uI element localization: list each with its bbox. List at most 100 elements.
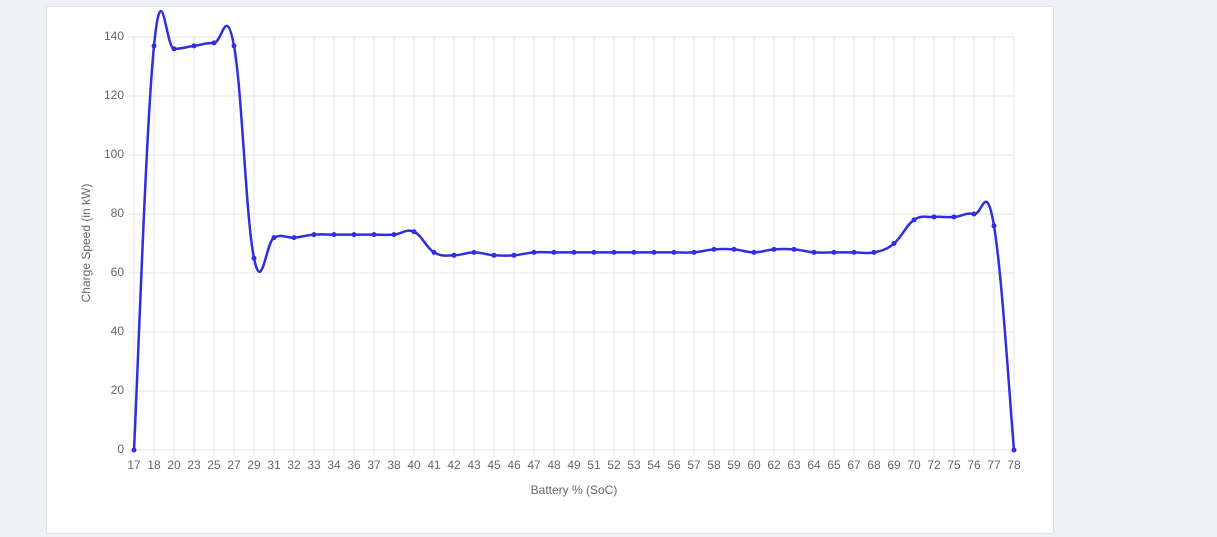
y-tick-label: 100 <box>104 147 124 161</box>
data-point <box>871 249 877 255</box>
x-tick-label: 60 <box>747 458 761 472</box>
x-tick-label: 49 <box>567 458 581 472</box>
data-point <box>811 249 817 255</box>
data-point <box>971 211 977 217</box>
data-point <box>171 46 177 52</box>
x-tick-label: 17 <box>127 458 141 472</box>
y-tick-label: 140 <box>104 29 124 43</box>
x-tick-label: 78 <box>1007 458 1021 472</box>
x-tick-label: 76 <box>967 458 981 472</box>
data-point <box>911 217 917 223</box>
data-point <box>391 232 397 238</box>
x-tick-label: 51 <box>587 458 601 472</box>
data-point <box>271 235 277 241</box>
x-tick-label: 47 <box>527 458 541 472</box>
data-point <box>371 232 377 238</box>
data-point <box>991 223 997 229</box>
y-axis-title: Charge Speed (in kW) <box>79 184 93 303</box>
data-point <box>451 252 457 258</box>
x-tick-label: 27 <box>227 458 241 472</box>
x-tick-label: 41 <box>427 458 441 472</box>
data-point <box>491 252 497 258</box>
x-axis-title: Battery % (SoC) <box>531 483 618 497</box>
data-point <box>351 232 357 238</box>
data-point <box>231 43 237 49</box>
data-point <box>431 249 437 255</box>
data-point <box>251 255 257 261</box>
x-tick-label: 77 <box>987 458 1001 472</box>
data-point <box>751 249 757 255</box>
data-point <box>511 252 517 258</box>
data-point <box>791 246 797 252</box>
x-tick-label: 70 <box>907 458 921 472</box>
data-point <box>1011 447 1017 453</box>
x-tick-label: 29 <box>247 458 261 472</box>
y-tick-label: 120 <box>104 88 124 102</box>
data-point <box>771 246 777 252</box>
data-point <box>531 249 537 255</box>
data-point <box>571 249 577 255</box>
x-tick-label: 46 <box>507 458 521 472</box>
x-tick-label: 37 <box>367 458 381 472</box>
x-tick-label: 20 <box>167 458 181 472</box>
data-point <box>331 232 337 238</box>
data-point <box>731 246 737 252</box>
x-tick-label: 65 <box>827 458 841 472</box>
x-tick-label: 38 <box>387 458 401 472</box>
data-point <box>631 249 637 255</box>
y-tick-label: 80 <box>111 206 125 220</box>
x-tick-label: 63 <box>787 458 801 472</box>
x-tick-label: 36 <box>347 458 361 472</box>
data-point <box>851 249 857 255</box>
x-tick-label: 32 <box>287 458 301 472</box>
x-tick-label: 42 <box>447 458 461 472</box>
data-point <box>671 249 677 255</box>
x-tick-label: 31 <box>267 458 281 472</box>
x-tick-label: 33 <box>307 458 321 472</box>
y-tick-label: 20 <box>111 383 125 397</box>
data-point <box>411 229 417 235</box>
x-tick-label: 67 <box>847 458 861 472</box>
x-tick-label: 18 <box>147 458 161 472</box>
data-point <box>891 241 897 246</box>
x-tick-label: 53 <box>627 458 641 472</box>
x-tick-label: 43 <box>467 458 481 472</box>
x-tick-label: 62 <box>767 458 781 472</box>
x-tick-label: 52 <box>607 458 621 472</box>
x-tick-label: 64 <box>807 458 821 472</box>
data-point <box>691 249 697 255</box>
x-tick-label: 68 <box>867 458 881 472</box>
data-point <box>591 249 597 255</box>
data-point <box>611 249 617 255</box>
x-tick-label: 23 <box>187 458 201 472</box>
x-tick-label: 34 <box>327 458 341 472</box>
data-point <box>551 249 557 255</box>
x-tick-label: 58 <box>707 458 721 472</box>
data-point <box>651 249 657 255</box>
x-tick-label: 45 <box>487 458 501 472</box>
x-tick-label: 59 <box>727 458 741 472</box>
data-point <box>711 246 717 252</box>
data-point <box>931 214 937 220</box>
x-tick-label: 40 <box>407 458 421 472</box>
x-tick-label: 75 <box>947 458 961 472</box>
data-point <box>831 249 837 255</box>
data-point <box>151 43 157 49</box>
x-tick-label: 72 <box>927 458 941 472</box>
data-point <box>291 235 297 241</box>
data-point <box>311 232 317 238</box>
data-point <box>211 40 217 46</box>
x-tick-label: 25 <box>207 458 221 472</box>
x-tick-label: 48 <box>547 458 561 472</box>
x-tick-label: 56 <box>667 458 681 472</box>
x-tick-label: 57 <box>687 458 701 472</box>
data-point <box>951 214 957 220</box>
x-tick-label: 54 <box>647 458 661 472</box>
y-tick-label: 0 <box>117 442 124 456</box>
y-tick-label: 40 <box>111 324 125 338</box>
data-point <box>471 249 477 255</box>
data-point <box>131 447 137 453</box>
data-point <box>191 43 197 49</box>
